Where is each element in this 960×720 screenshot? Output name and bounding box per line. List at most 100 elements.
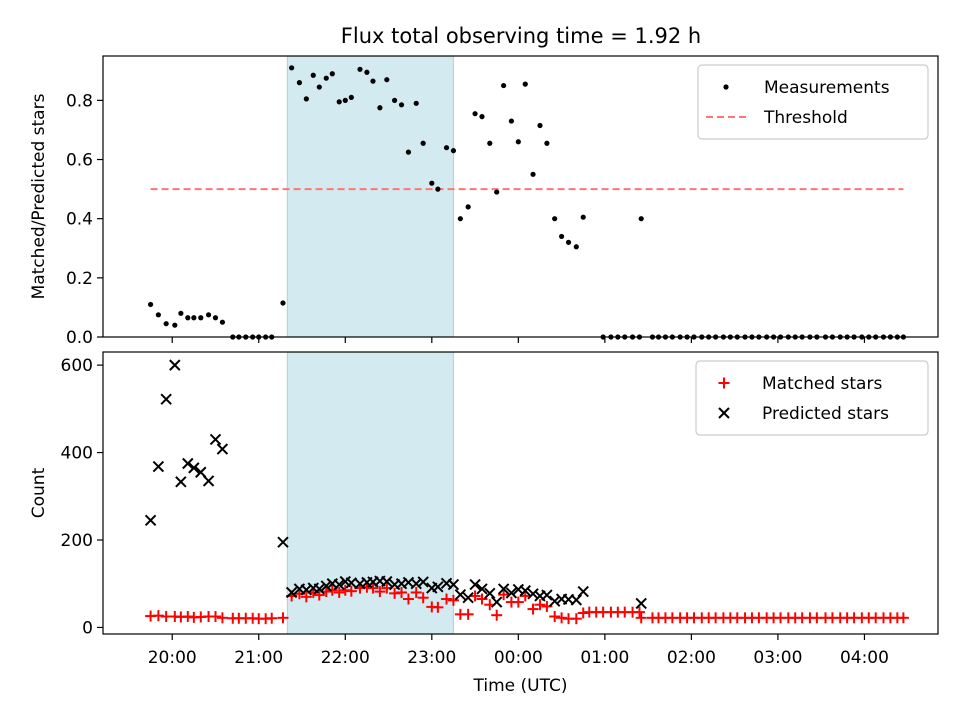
data-point [580,214,586,220]
data-point [410,586,422,598]
data-point [342,97,348,103]
data-point [534,599,546,611]
data-point [172,322,178,328]
data-point [345,585,357,597]
chart-title: Flux total observing time = 1.92 h [341,24,701,48]
data-point [505,587,518,599]
data-point [185,315,191,321]
x-tick-label: 01:00 [580,648,629,668]
top-panel-ratio: 0.0 0.2 0.4 0.6 0.8 Matched/Predicted stars Me… [29,55,939,348]
data-point [152,460,165,473]
legend-marker [718,377,730,389]
data-point [443,145,450,151]
y-tick-label: 400 [61,444,93,464]
data-point [191,315,197,321]
data-point [527,588,539,600]
y-tick-label: 600 [61,356,93,376]
data-point [216,443,229,455]
data-point [472,111,478,117]
data-point [182,457,194,470]
bottom-series-x [144,359,647,610]
data-point [405,149,412,155]
data-point [469,590,481,602]
data-point [357,66,363,72]
data-point [163,321,169,327]
data-point [515,139,521,145]
data-point [364,69,370,75]
data-point [333,578,345,591]
y-tick-label: 0.2 [66,269,93,289]
data-point [402,593,414,605]
data-point [209,611,221,623]
x-tick-label: 23:00 [407,648,456,668]
data-point [333,586,345,598]
data-point [490,596,503,608]
x-tick-label: 04:00 [840,648,889,668]
data-point [374,586,386,598]
y-tick-label: 200 [61,531,93,551]
top-highlight-span [286,55,454,338]
data-point [420,140,426,146]
data-point [326,584,338,596]
data-point [160,393,172,405]
data-point [469,578,481,591]
data-point [370,78,376,84]
data-point [144,514,157,527]
x-tick-label: 03:00 [753,648,802,668]
data-point [175,476,187,488]
data-point [219,319,226,325]
data-point [522,81,528,87]
data-point [178,310,184,316]
data-point [285,586,298,599]
y-tick-label: 0.6 [66,151,93,171]
data-point [544,140,550,146]
bottom-axes-frame [102,351,939,635]
data-point [310,72,316,78]
data-point [209,433,222,446]
bottom-legend: Matched stars Predicted stars [695,360,929,436]
legend-label: Matched stars [762,374,882,394]
data-point [462,608,474,620]
data-point [320,580,332,592]
legend-label: Measurements [764,78,890,98]
data-point [417,576,429,588]
x-tick-label: 22:00 [321,648,370,668]
data-point [501,82,507,89]
data-point [512,596,524,608]
data-point [300,584,313,596]
legend-box [697,64,929,140]
data-point [447,578,460,591]
data-point [519,590,531,602]
data-point [169,359,181,371]
data-point [323,75,329,81]
data-point [198,315,204,321]
top-axes-frame [102,55,939,338]
data-point [491,609,503,621]
x-tick-label: 21:00 [234,648,283,668]
data-point [897,612,909,624]
data-point [277,536,289,548]
data-point [336,99,342,105]
data-point [484,587,496,600]
data-point [289,65,295,71]
data-point [296,80,303,86]
data-point [497,583,510,595]
data-point [396,586,408,598]
data-point [147,301,154,308]
x-tick-label: 02:00 [667,648,716,668]
data-point [565,239,572,245]
data-point [527,603,539,615]
data-point [381,575,393,588]
data-point [410,578,422,590]
data-point [454,588,467,601]
data-point [462,592,474,604]
data-point [212,315,219,321]
bottom-series [144,359,909,625]
data-point [570,613,582,625]
data-point [313,589,325,601]
data-point [465,204,471,210]
data-point [498,589,510,601]
x-tick-label: 20:00 [148,648,197,668]
data-point [537,122,543,129]
